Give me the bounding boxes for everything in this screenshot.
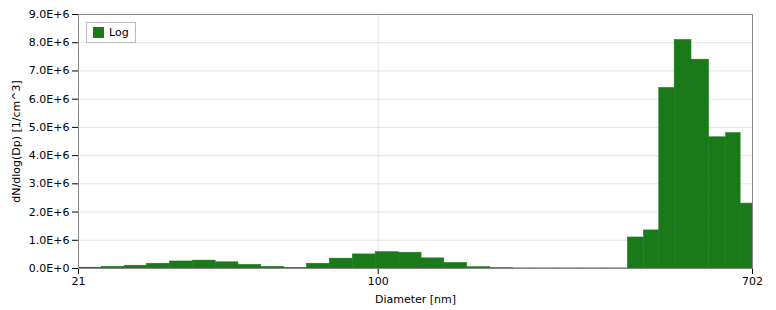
svg-text:Diameter [nm]: Diameter [nm] <box>375 293 456 306</box>
svg-text:8.0E+6: 8.0E+6 <box>29 36 70 49</box>
svg-text:100: 100 <box>368 275 389 288</box>
svg-text:5.0E+6: 5.0E+6 <box>29 121 70 134</box>
svg-text:4.0E+6: 4.0E+6 <box>29 149 70 162</box>
svg-text:702: 702 <box>742 275 763 288</box>
svg-text:0.0E+0: 0.0E+0 <box>29 262 70 275</box>
svg-text:21: 21 <box>72 275 86 288</box>
svg-text:dN/dlog(Dp) [1/cm^3]: dN/dlog(Dp) [1/cm^3] <box>10 80 23 202</box>
svg-text:2.0E+6: 2.0E+6 <box>29 206 70 219</box>
svg-text:3.0E+6: 3.0E+6 <box>29 177 70 190</box>
svg-text:7.0E+6: 7.0E+6 <box>29 64 70 77</box>
svg-text:6.0E+6: 6.0E+6 <box>29 93 70 106</box>
svg-text:1.0E+6: 1.0E+6 <box>29 234 70 247</box>
svg-text:9.0E+6: 9.0E+6 <box>29 8 70 21</box>
html-text:Log: Log <box>109 26 129 39</box>
